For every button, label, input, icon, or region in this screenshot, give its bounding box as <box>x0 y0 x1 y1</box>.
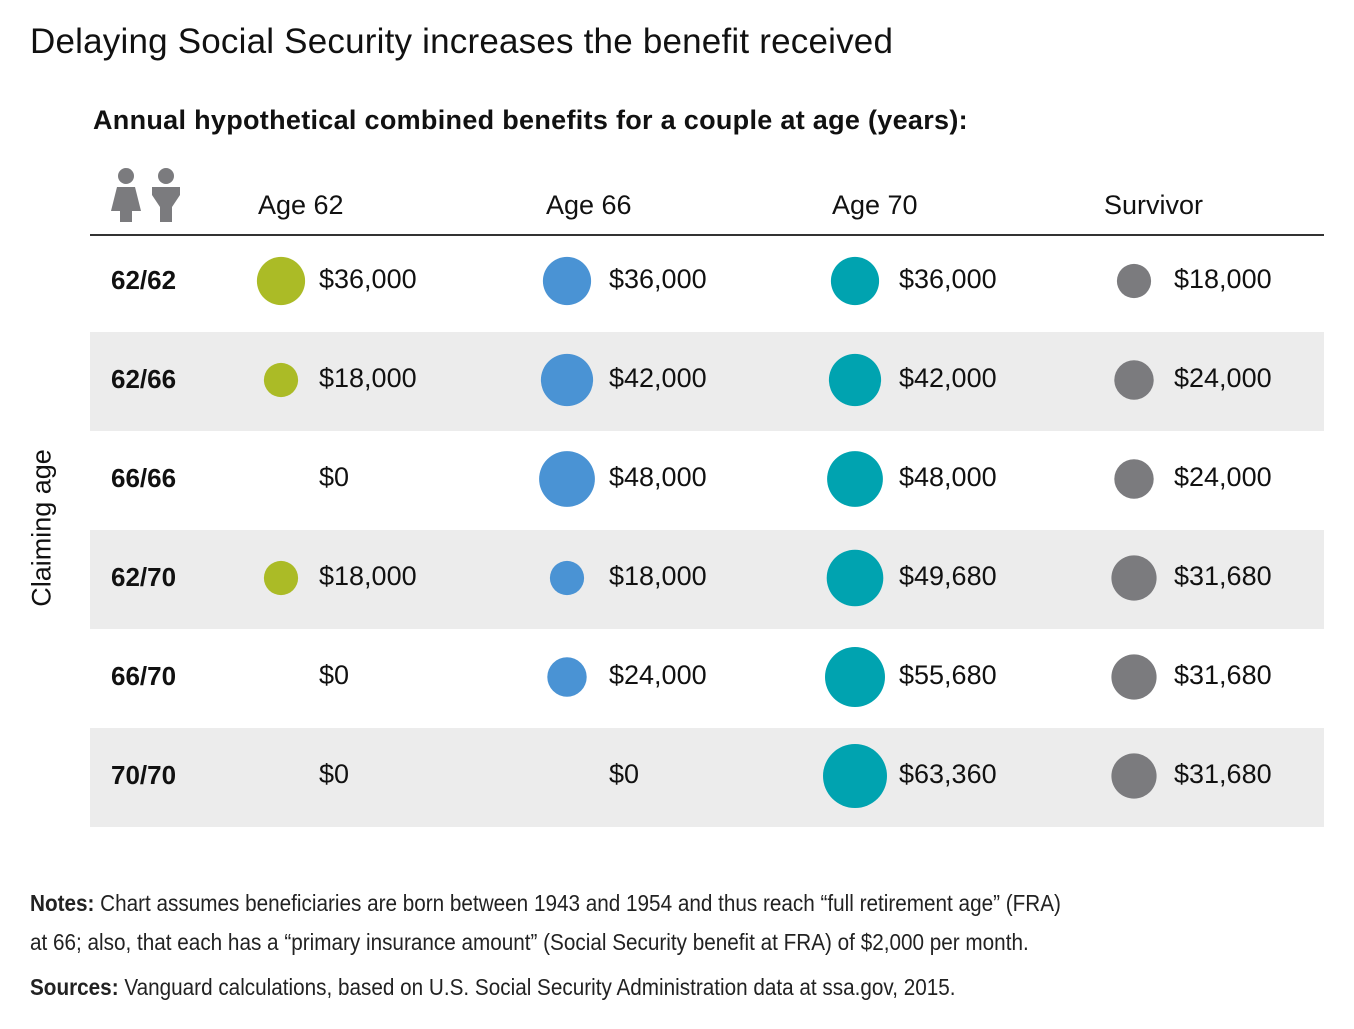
value-label-age-62: $18,000 <box>319 561 417 591</box>
bubble-age-70 <box>828 353 882 407</box>
bubble-survivor <box>1116 263 1152 299</box>
value-label-age-62: $36,000 <box>319 264 417 294</box>
chart-subtitle: Annual hypothetical combined benefits fo… <box>93 105 968 135</box>
column-header-age-62: Age 62 <box>258 190 344 220</box>
value-label-age-66: $24,000 <box>609 660 707 690</box>
value-label-age-66: $48,000 <box>609 462 707 492</box>
value-label-age-70: $36,000 <box>899 264 997 294</box>
notes-text-1: Chart assumes beneficiaries are born bet… <box>94 890 1061 916</box>
value-label-survivor: $24,000 <box>1174 363 1272 393</box>
claiming-age-label: 62/62 <box>111 265 177 295</box>
value-label-survivor: $18,000 <box>1174 264 1272 294</box>
bubble-age-66 <box>542 256 592 306</box>
value-label-age-62: $0 <box>319 660 350 690</box>
bubble-age-70 <box>827 451 883 507</box>
value-label-survivor: $31,680 <box>1174 660 1272 690</box>
value-label-survivor: $31,680 <box>1174 759 1272 789</box>
claiming-age-label: 66/66 <box>111 463 177 493</box>
value-label-age-66: $42,000 <box>609 363 707 393</box>
value-label-survivor: $24,000 <box>1174 462 1272 492</box>
value-label-age-70: $49,680 <box>899 561 997 591</box>
notes-line-1: Notes: Chart assumes beneficiaries are b… <box>30 890 1061 917</box>
couple-icon <box>111 168 180 222</box>
bubble-survivor <box>1111 555 1157 601</box>
bubble-survivor <box>1114 360 1154 400</box>
claiming-age-label: 62/70 <box>111 562 177 592</box>
bubble-age-66 <box>539 451 595 507</box>
bubble-age-62 <box>256 256 306 306</box>
value-label-age-62: $18,000 <box>319 363 417 393</box>
chart-title: Delaying Social Security increases the b… <box>30 22 894 61</box>
bubble-age-62 <box>263 362 299 398</box>
bubble-age-66 <box>549 560 585 596</box>
bubble-age-66 <box>540 353 594 407</box>
claiming-age-label: 70/70 <box>111 760 177 790</box>
bubble-survivor <box>1114 459 1154 499</box>
bubble-age-62 <box>263 560 299 596</box>
value-label-age-70: $48,000 <box>899 462 997 492</box>
notes-text-2: at 66; also, that each has a “primary in… <box>30 929 1029 955</box>
claiming-age-label: 66/70 <box>111 661 177 691</box>
value-label-age-70: $55,680 <box>899 660 997 690</box>
value-label-age-62: $0 <box>319 759 350 789</box>
value-label-survivor: $31,680 <box>1174 561 1272 591</box>
bubble-age-70 <box>826 549 884 607</box>
value-label-age-66: $18,000 <box>609 561 707 591</box>
sources-label: Sources: <box>30 974 119 1000</box>
bubble-age-70 <box>830 256 880 306</box>
column-header-age-70: Age 70 <box>832 190 918 220</box>
bubble-age-70 <box>823 744 887 808</box>
claiming-age-axis-label: Claiming age <box>26 449 57 607</box>
bubble-age-70 <box>825 647 885 707</box>
value-label-age-70: $42,000 <box>899 363 997 393</box>
column-header-survivor: Survivor <box>1104 190 1204 220</box>
claiming-age-label: 62/66 <box>111 364 177 394</box>
bubble-survivor <box>1111 654 1157 700</box>
bubble-survivor <box>1111 753 1157 799</box>
column-header-age-66: Age 66 <box>546 190 632 220</box>
value-label-age-66: $36,000 <box>609 264 707 294</box>
notes-line-2: at 66; also, that each has a “primary in… <box>30 929 1029 956</box>
header-rule <box>90 234 1324 236</box>
value-label-age-70: $63,360 <box>899 759 997 789</box>
value-label-age-62: $0 <box>319 462 350 492</box>
sources-text: Vanguard calculations, based on U.S. Soc… <box>118 974 956 1000</box>
bubble-age-66 <box>547 657 587 697</box>
notes-label: Notes: <box>30 890 95 916</box>
value-label-age-66: $0 <box>609 759 640 789</box>
sources-line: Sources: Vanguard calculations, based on… <box>30 974 956 1001</box>
